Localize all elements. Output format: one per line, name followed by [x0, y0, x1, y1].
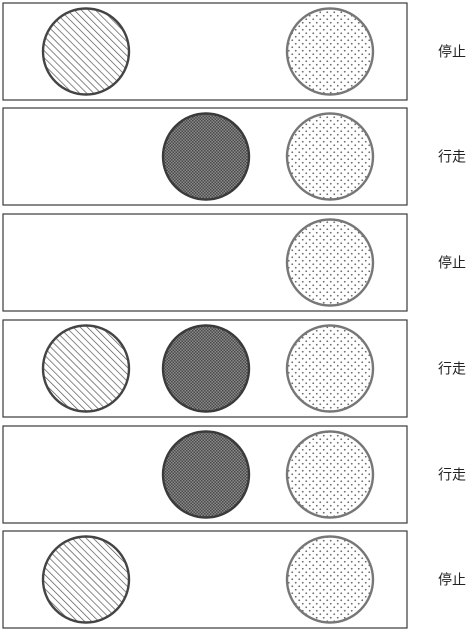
- dotted-lamp-icon: [285, 324, 375, 413]
- dotted-lamp-icon: [285, 535, 375, 624]
- status-label: 停止: [438, 572, 466, 589]
- signal-panel-6: 停止: [2, 530, 466, 629]
- signal-panel-1: 停止: [2, 2, 466, 101]
- dotted-lamp-icon: [285, 218, 375, 307]
- status-label: 行走: [438, 468, 466, 484]
- signal-panel-5: 行走: [2, 425, 466, 524]
- crosshatch-lamp-icon: [161, 112, 251, 201]
- status-label: 行走: [438, 150, 466, 166]
- crosshatch-lamp-icon: [161, 324, 251, 413]
- crosshatch-lamp-icon: [161, 430, 251, 519]
- signal-panel-4: 行走: [2, 319, 466, 418]
- status-label: 停止: [438, 44, 466, 61]
- status-label: 行走: [438, 362, 466, 378]
- dotted-lamp-icon: [285, 112, 375, 201]
- hatched-lamp-icon: [41, 535, 131, 624]
- signal-panel-2: 行走: [2, 107, 466, 206]
- status-label: 停止: [438, 255, 466, 272]
- hatched-lamp-icon: [41, 324, 131, 413]
- hatched-lamp-icon: [41, 7, 131, 96]
- dotted-lamp-icon: [285, 7, 375, 96]
- dotted-lamp-icon: [285, 430, 375, 519]
- signal-panel-3: 停止: [2, 213, 466, 312]
